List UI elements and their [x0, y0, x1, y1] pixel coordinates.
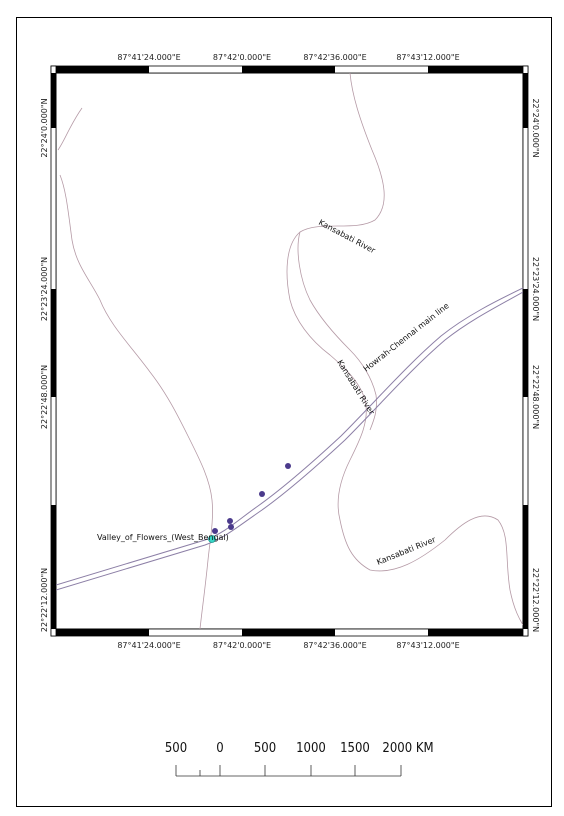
right-coord-label: 22°24'0.000"N — [531, 98, 540, 157]
left-coord-label: 22°24'0.000"N — [40, 98, 49, 157]
railway-point — [212, 528, 218, 534]
scale-label: 2000 KM — [382, 741, 433, 756]
right-ruler — [522, 65, 529, 637]
left-coord-label: 22°23'24.000"N — [40, 257, 49, 321]
map-extent — [55, 72, 524, 630]
railway-point — [228, 524, 234, 530]
top-coord-label: 87°43'12.000"E — [396, 53, 459, 62]
railway-point — [227, 518, 233, 524]
place-point-valley-of-flowers — [208, 535, 216, 543]
top-ruler — [50, 65, 529, 74]
left-ruler — [50, 65, 57, 637]
bottom-coord-label: 87°42'36.000"E — [303, 641, 366, 650]
place-label: Valley_of_Flowers_(West_Bengal) — [97, 533, 229, 542]
top-coord-label: 87°42'36.000"E — [303, 53, 366, 62]
river-line-west — [57, 107, 213, 629]
right-coord-label: 22°22'48.000"N — [531, 365, 540, 429]
right-coord-label: 22°22'12.000"N — [531, 568, 540, 632]
scale-label: 500 — [165, 741, 187, 756]
bottom-coord-label: 87°42'0.000"E — [213, 641, 271, 650]
scale-label: 1000 — [296, 741, 326, 756]
scale-label: 0 — [216, 741, 223, 756]
left-coord-label: 22°22'48.000"N — [40, 365, 49, 429]
railway-point — [285, 463, 291, 469]
right-coord-label: 22°23'24.000"N — [531, 257, 540, 321]
top-coord-label: 87°42'0.000"E — [213, 53, 271, 62]
scale-label: 500 — [254, 741, 276, 756]
bottom-coord-label: 87°43'12.000"E — [396, 641, 459, 650]
bottom-ruler — [50, 628, 529, 637]
railway-point — [259, 491, 265, 497]
scale-label: 1500 — [340, 741, 370, 756]
left-coord-label: 22°22'12.000"N — [40, 568, 49, 632]
top-coord-label: 87°41'24.000"E — [117, 53, 180, 62]
scale-bar: 500 0 500 1000 1500 2000 KM — [165, 741, 434, 777]
bottom-coord-label: 87°41'24.000"E — [117, 641, 180, 650]
page-frame — [16, 17, 552, 807]
railway-line — [56, 287, 523, 586]
railway-line — [56, 291, 523, 591]
river-line-kansabati — [286, 73, 523, 626]
river-line-branch — [297, 231, 377, 431]
